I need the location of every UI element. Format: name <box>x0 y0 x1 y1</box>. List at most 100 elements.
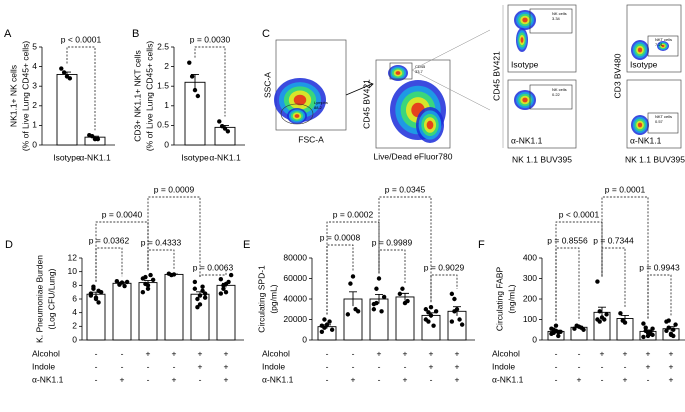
bar <box>56 73 78 146</box>
data-point <box>200 284 205 289</box>
gate-value: 88.2 <box>314 105 323 110</box>
data-point <box>61 70 67 75</box>
error-bar <box>375 293 383 304</box>
data-point <box>452 309 457 314</box>
panel-letter: D <box>5 239 13 251</box>
y-tick-label: 300 <box>523 273 537 283</box>
condition-mark: + <box>577 374 582 384</box>
density-level <box>426 120 434 130</box>
condition-mark: - <box>555 374 558 384</box>
data-point <box>192 286 198 291</box>
condition-mark: - <box>647 374 650 384</box>
connector <box>411 5 504 148</box>
condition-mark: + <box>646 348 651 358</box>
y-tick-label: 2 <box>72 321 77 331</box>
y-tick-label: 200 <box>523 293 537 303</box>
density-level <box>637 47 643 53</box>
condition-mark: - <box>352 361 355 371</box>
data-point <box>549 326 554 331</box>
data-point <box>225 129 231 134</box>
data-point <box>622 320 628 325</box>
condition-mark: - <box>95 374 98 384</box>
condition-mark: - <box>95 348 98 358</box>
y-tick-label: 0 <box>72 334 77 344</box>
y-tick-label: 3 <box>32 80 37 90</box>
data-point <box>192 279 198 285</box>
p-value: p = 0.4333 <box>141 237 182 247</box>
condition-label: Alcohol <box>492 348 520 358</box>
condition-mark: - <box>121 361 124 371</box>
data-point <box>581 327 586 332</box>
data-point <box>355 309 361 314</box>
data-point <box>449 291 455 297</box>
y-tick-label: 0 <box>532 334 537 344</box>
y-tick-label: 5 <box>32 41 37 51</box>
p-value: p = 0.0030 <box>190 34 231 44</box>
data-point <box>329 327 335 332</box>
data-point <box>650 332 655 338</box>
data-point <box>664 328 669 333</box>
condition-mark: + <box>623 374 628 384</box>
y-tick-label: 4 <box>32 61 37 71</box>
y-tick-label: 20000 <box>283 314 307 324</box>
axis-label: Live/Dead eFluor780 <box>374 151 453 161</box>
data-point <box>423 307 429 312</box>
gate-value: 3.34 <box>552 16 561 21</box>
y-axis-label: K. Pneumoniae Burden <box>34 255 44 343</box>
condition-mark: + <box>172 374 177 384</box>
gate <box>280 103 314 125</box>
error-bar <box>349 291 357 307</box>
condition-label: Alcohol <box>32 348 60 358</box>
y-tick-label: 10 <box>68 266 78 276</box>
y-tick-label: 2 <box>164 61 169 71</box>
condition-mark: - <box>95 361 98 371</box>
data-point <box>397 291 403 297</box>
data-point <box>459 322 465 327</box>
data-point <box>88 293 94 298</box>
condition-mark: + <box>120 374 125 384</box>
panel-letter: A <box>4 28 12 40</box>
data-point <box>673 322 678 327</box>
condition-mark: + <box>351 374 356 384</box>
data-point <box>140 289 146 295</box>
data-point <box>67 76 73 81</box>
gate <box>389 62 413 80</box>
condition-mark: + <box>377 348 382 358</box>
y-tick-label: 1 <box>32 120 37 130</box>
p-value: p = 0.0040 <box>102 209 143 219</box>
p-value: p = 0.0002 <box>333 209 374 219</box>
condition-label: Indole <box>492 361 515 371</box>
panel-letter: F <box>478 239 485 251</box>
data-point <box>187 60 192 65</box>
data-point <box>376 276 382 281</box>
condition-label: α-NK1.1 <box>262 374 294 384</box>
gate-value: 33.7 <box>415 69 424 74</box>
density-level <box>637 122 643 128</box>
data-point <box>95 136 101 142</box>
condition-mark: - <box>378 374 381 384</box>
axis-label: SSC-A <box>262 72 272 98</box>
y-axis-label: (Log CFU/Lung) <box>46 268 56 329</box>
density-level <box>522 97 528 103</box>
significance-bracket <box>601 247 626 309</box>
data-point <box>228 272 234 278</box>
data-point <box>59 66 64 71</box>
condition-mark: - <box>601 361 604 371</box>
significance-bracket <box>66 46 96 131</box>
x-tick-label: α-NK1.1 <box>209 152 241 162</box>
condition-mark: + <box>669 348 674 358</box>
data-point <box>641 334 646 340</box>
density-level <box>395 71 401 75</box>
data-point <box>374 300 379 306</box>
y-tick-label: 6 <box>72 293 77 303</box>
p-value: p = 0.0362 <box>89 235 130 245</box>
data-point <box>218 276 224 282</box>
data-point <box>553 323 559 328</box>
p-value: p = 0.0063 <box>193 262 234 272</box>
y-axis-label: (pg/mL) <box>268 284 278 313</box>
condition-label: α-NK1.1 <box>492 374 524 384</box>
y-axis-label: (ng/mL) <box>506 284 516 313</box>
density-level <box>293 94 307 106</box>
y-tick-label: 2.5 <box>157 41 169 51</box>
y-axis-label: CD3+ NK1.1+ NKT cells <box>132 50 142 142</box>
